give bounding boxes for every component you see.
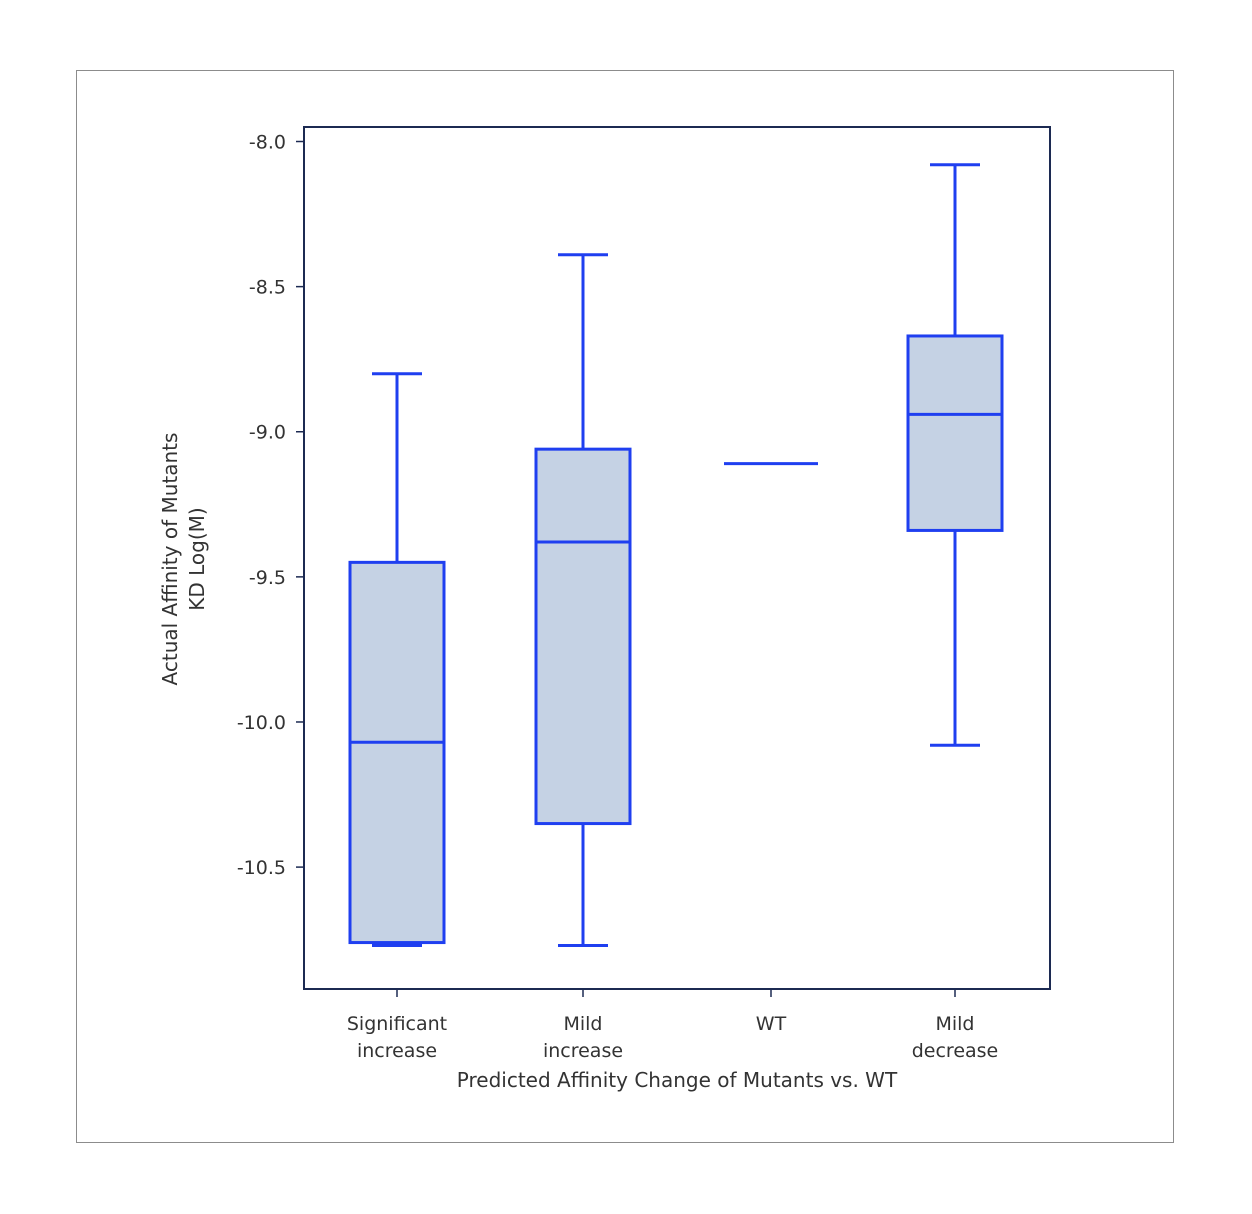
box-iqr (348, 560, 446, 945)
plot-area (303, 126, 1051, 990)
box-group-3 (906, 163, 1004, 747)
x-tick-label-line: increase (357, 1040, 437, 1062)
y-tick-label: -8.0 (249, 132, 286, 154)
boxes-layer (348, 163, 1004, 947)
box-iqr (534, 447, 632, 826)
x-tick-label: WT (756, 1013, 787, 1035)
y-tick-label: -9.5 (249, 567, 286, 589)
box-group-1 (534, 253, 632, 947)
x-axis: Significant increase Mild increase WT Mild dec… (347, 989, 998, 1062)
x-tick-label-line: Significant (347, 1013, 447, 1035)
x-tick-label-line: WT (756, 1013, 787, 1035)
box-iqr (906, 334, 1004, 532)
y-tick-label: -10.0 (237, 712, 286, 734)
y-tick-label: -10.5 (237, 857, 286, 879)
y-axis-title-line-1: Actual Affinity of Mutants (158, 433, 182, 686)
box-group-0 (348, 372, 446, 947)
y-axis: -8.0 -8.5 -9.0 -9.5 -10.0 -10.5 (237, 132, 304, 879)
x-tick-label: Significant increase (347, 1013, 447, 1062)
x-tick-label-line: decrease (912, 1040, 999, 1062)
y-axis-title: Actual Affinity of Mutants KD Log(M) (158, 433, 209, 686)
y-axis-title-line-2: KD Log(M) (185, 507, 209, 610)
x-axis-title: Predicted Affinity Change of Mutants vs.… (457, 1068, 898, 1092)
y-tick-label: -8.5 (249, 277, 286, 299)
x-tick-label-line: Mild (563, 1013, 602, 1035)
x-tick-label: Mild increase (543, 1013, 623, 1062)
x-tick-label-line: increase (543, 1040, 623, 1062)
x-tick-label-line: Mild (935, 1013, 974, 1035)
y-tick-label: -9.0 (249, 422, 286, 444)
x-tick-label: Mild decrease (912, 1013, 999, 1062)
